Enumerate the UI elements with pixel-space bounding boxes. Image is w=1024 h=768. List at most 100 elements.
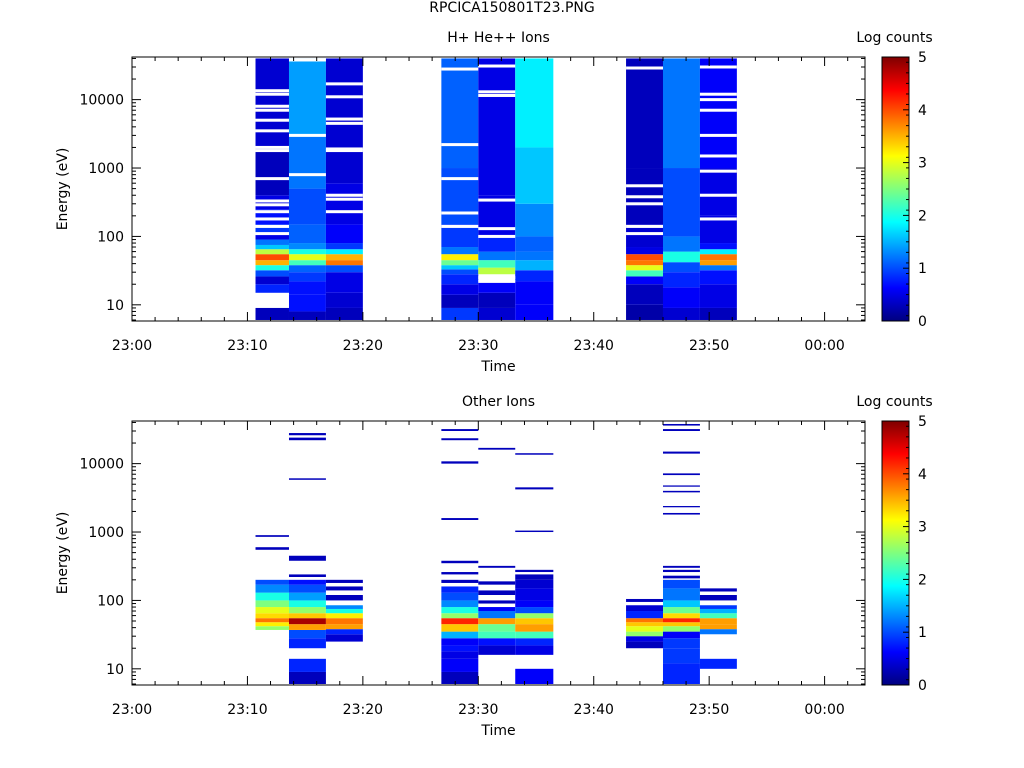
empty-bin — [255, 199, 289, 203]
heatmap-cell — [626, 618, 663, 623]
heatmap-cell — [626, 276, 663, 285]
heatmap-cell — [478, 638, 516, 646]
figure-title: RPCICA150801T23.PNG — [429, 0, 595, 16]
heatmap-cell — [288, 281, 326, 295]
colorbar-tick-label: 0 — [918, 678, 927, 694]
heatmap-cell — [441, 600, 479, 608]
heatmap-cell — [478, 281, 516, 293]
empty-bin — [255, 145, 289, 149]
heatmap-cell — [699, 243, 737, 250]
heatmap-cell — [662, 618, 700, 623]
heatmap-cell — [626, 622, 663, 627]
heatmap-cell — [699, 613, 737, 619]
heatmap-cell — [325, 260, 363, 266]
heatmap-cell — [662, 287, 700, 308]
colorbar-tick-label: 4 — [918, 103, 927, 119]
heatmap-cell — [255, 224, 289, 234]
heatmap-cell — [325, 618, 363, 625]
heatmap-cell — [441, 269, 479, 275]
heatmap-cell — [325, 272, 363, 293]
heatmap-cell — [478, 447, 516, 450]
heatmap-cell — [288, 294, 326, 312]
heatmap-cell — [662, 168, 700, 237]
heatmap-cell — [662, 272, 700, 288]
empty-bin — [325, 149, 363, 153]
heatmap-cell — [515, 607, 554, 614]
heatmap-cell — [255, 607, 289, 614]
empty-bin — [478, 198, 516, 202]
heatmap-cell — [626, 626, 663, 632]
heatmap-cell — [699, 58, 737, 169]
panel-title: Other Ions — [462, 394, 535, 410]
x-tick-label: 23:50 — [689, 702, 729, 718]
empty-bin — [255, 108, 289, 112]
heatmap-cell — [288, 638, 326, 649]
heatmap-cell — [515, 251, 554, 261]
heatmap-cell — [515, 613, 554, 619]
heatmap-cell — [255, 600, 289, 608]
colorbar-tick-label: 1 — [918, 261, 927, 277]
heatmap-cell — [325, 243, 363, 250]
heatmap-cell — [478, 307, 516, 320]
heatmap-cell — [626, 58, 663, 169]
heatmap-cell — [441, 224, 479, 248]
heatmap-cell — [255, 618, 289, 623]
heatmap-cell — [441, 307, 479, 320]
heatmap-cell — [515, 638, 554, 646]
heatmap-cell — [255, 233, 289, 240]
panel-h-he-ions: 23:00 23:10 23:20 23:30 23:40 23:50 00:0010100… — [55, 30, 933, 375]
heatmap-cell — [515, 579, 554, 589]
x-tick-label: 23:40 — [574, 702, 614, 718]
heatmap-cell — [441, 247, 479, 255]
heatmap-cell — [626, 224, 663, 248]
x-tick-label: 23:00 — [112, 338, 152, 354]
heatmap-cell — [662, 588, 700, 601]
heatmap-cell — [325, 624, 363, 630]
colorbar-tick-label: 2 — [918, 572, 927, 588]
heatmap-cell — [441, 658, 479, 672]
heatmap-cell — [288, 555, 326, 561]
heatmap-cell — [441, 560, 479, 564]
heatmap-cell — [288, 671, 326, 684]
x-tick-label: 23:50 — [689, 338, 729, 354]
heatmap-cell — [441, 586, 479, 593]
heatmap-cell — [515, 304, 554, 320]
heatmap-cell — [288, 592, 326, 601]
y-tick-label: 1000 — [88, 525, 124, 541]
empty-bin — [325, 197, 363, 201]
heatmap-cell — [325, 629, 363, 635]
heatmap-cell — [288, 135, 326, 189]
heatmap-cell — [255, 58, 289, 148]
x-tick-label: 23:40 — [574, 338, 614, 354]
heatmap-cell — [288, 613, 326, 619]
y-tick-label: 10000 — [79, 93, 124, 109]
heatmap-cell — [441, 294, 479, 308]
empty-bin — [626, 202, 663, 206]
heatmap-cell — [288, 607, 326, 614]
heatmap-cell — [515, 270, 554, 282]
heatmap-cell — [441, 429, 479, 431]
heatmap-cell — [441, 607, 479, 614]
heatmap-cell — [441, 613, 479, 619]
heatmap-cell — [288, 579, 326, 585]
heatmap-cell — [662, 307, 700, 320]
heatmap-cell — [515, 260, 554, 271]
empty-bin — [325, 121, 363, 125]
heatmap-cell — [288, 437, 326, 441]
empty-bin — [255, 92, 289, 96]
empty-bin — [255, 129, 289, 133]
heatmap-cell — [515, 236, 554, 252]
empty-bin — [325, 193, 363, 197]
heatmap-cell — [626, 254, 663, 261]
heatmap-cell — [699, 249, 737, 255]
heatmap-cell — [626, 636, 663, 642]
empty-bin — [441, 224, 479, 228]
y-axis-label: Energy (eV) — [55, 148, 71, 231]
heatmap-cell — [662, 485, 700, 487]
heatmap-cell — [478, 251, 516, 261]
heatmap-cell — [441, 638, 479, 646]
heatmap-cell — [662, 251, 700, 263]
heatmap-cell — [255, 249, 289, 255]
heatmap-cell — [699, 168, 737, 216]
